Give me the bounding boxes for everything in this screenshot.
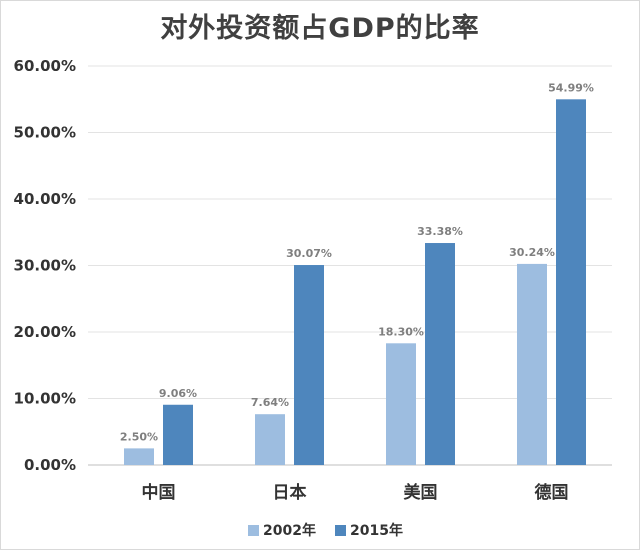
bar-series-1 [386,343,416,465]
data-label: 9.06% [159,387,197,400]
bar-series-1 [124,448,154,465]
legend-label: 2002年 [263,522,316,539]
legend-swatch [248,525,259,536]
data-label: 30.07% [286,247,332,260]
x-category-label: 日本 [273,482,307,503]
legend-swatch [335,525,346,536]
legend-label: 2015年 [350,522,403,539]
data-label: 2.50% [120,430,158,443]
bar-series-2 [425,243,455,465]
y-tick-label: 60.00% [14,57,76,75]
data-label: 54.99% [548,81,594,94]
y-tick-label: 40.00% [14,190,76,208]
y-tick-label: 30.00% [14,257,76,275]
chart-title: 对外投资额占GDP的比率 [160,13,480,44]
bar-series-2 [556,99,586,465]
bar-series-1 [517,263,547,465]
y-tick-label: 20.00% [14,323,76,341]
x-category-label: 中国 [142,482,176,503]
y-tick-label: 50.00% [14,124,76,142]
data-label: 33.38% [417,225,463,238]
bar-series-2 [294,265,324,465]
x-category-label: 德国 [535,482,569,503]
y-tick-label: 0.00% [24,456,76,474]
data-label: 18.30% [378,325,424,338]
data-label: 30.24% [509,246,555,259]
bar-series-2 [163,404,193,465]
y-tick-label: 10.00% [14,390,76,408]
x-category-label: 美国 [404,482,438,503]
data-label: 7.64% [251,396,289,409]
bar-series-1 [255,414,285,465]
